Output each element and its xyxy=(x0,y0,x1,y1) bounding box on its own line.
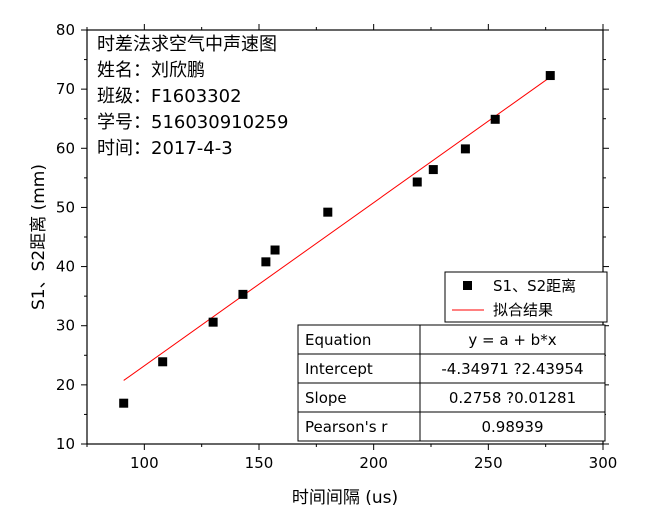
y-axis: 10 20 30 40 50 60 70 80 xyxy=(56,21,609,453)
legend-box xyxy=(444,271,608,323)
stats-label-equation: Equation xyxy=(305,331,371,349)
y-tick-label: 20 xyxy=(56,376,75,394)
info-student-id: 学号：516030910259 xyxy=(97,112,288,133)
legend-label-fit: 拟合结果 xyxy=(493,301,553,319)
info-text-block: 时差法求空气中声速图 姓名：刘欣鹏 班级：F1603302 学号：5160309… xyxy=(97,34,288,159)
info-date: 时间：2017-4-3 xyxy=(97,138,233,159)
fit-line xyxy=(123,76,551,381)
x-axis-title: 时间间隔 (us) xyxy=(292,488,398,508)
data-point xyxy=(428,165,438,175)
stats-grid-lines xyxy=(298,325,605,441)
stats-value-pearson: 0.98939 xyxy=(481,418,543,436)
y-tick-label: 70 xyxy=(56,80,75,98)
x-tick-label: 100 xyxy=(130,454,159,472)
data-point xyxy=(270,245,280,255)
data-point xyxy=(119,398,129,408)
data-point xyxy=(208,317,218,327)
info-name: 姓名：刘欣鹏 xyxy=(97,60,205,81)
data-point xyxy=(545,71,555,81)
y-tick-label: 60 xyxy=(56,139,75,157)
data-point xyxy=(261,257,271,267)
y-tick-label: 80 xyxy=(56,21,75,39)
legend: S1、S2距离 拟合结果 xyxy=(444,271,608,323)
y-tick-label: 40 xyxy=(56,258,75,276)
x-tick-label: 150 xyxy=(245,454,274,472)
data-point xyxy=(158,357,168,367)
data-point xyxy=(323,207,333,217)
y-axis-title: S1、S2距离 (mm) xyxy=(29,164,49,310)
x-axis: 100 150 200 250 300 xyxy=(86,24,618,472)
data-point xyxy=(490,114,500,124)
legend-label-points: S1、S2距离 xyxy=(493,277,576,295)
y-tick-label: 50 xyxy=(56,198,75,216)
y-tick-label: 30 xyxy=(56,317,75,335)
stats-label-slope: Slope xyxy=(305,389,347,407)
fit-stats-table: Equation y = a + b*x Intercept -4.34971 … xyxy=(297,324,606,442)
stats-value-slope: 0.2758 ?0.01281 xyxy=(449,389,576,407)
x-tick-label: 200 xyxy=(359,454,388,472)
stats-label-pearson: Pearson's r xyxy=(305,418,388,436)
data-point xyxy=(238,289,248,299)
info-class: 班级：F1603302 xyxy=(97,86,242,107)
fit-line-layer xyxy=(123,76,551,381)
x-tick-label: 300 xyxy=(589,454,618,472)
y-tick-label: 10 xyxy=(56,435,75,453)
x-tick-label: 250 xyxy=(474,454,503,472)
data-point xyxy=(412,177,422,187)
stats-value-intercept: -4.34971 ?2.43954 xyxy=(441,360,583,378)
legend-marker-square xyxy=(463,281,472,290)
stats-value-equation: y = a + b*x xyxy=(468,331,556,349)
info-title: 时差法求空气中声速图 xyxy=(97,34,277,55)
data-points xyxy=(119,71,555,408)
data-point xyxy=(460,144,470,154)
stats-label-intercept: Intercept xyxy=(305,360,373,378)
